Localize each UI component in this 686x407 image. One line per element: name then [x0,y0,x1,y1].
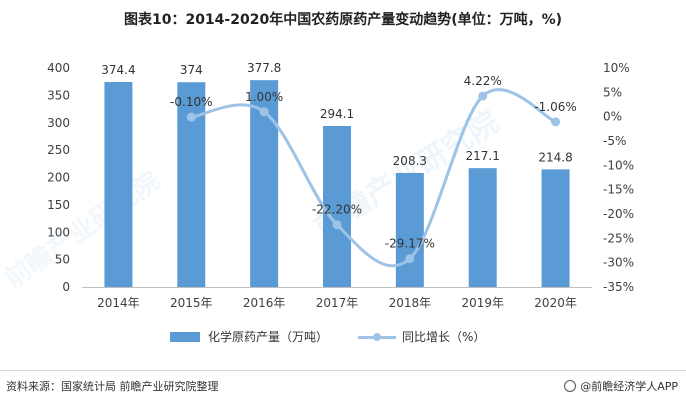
line-value-label: 1.00% [245,90,283,104]
line-value-label: -0.10% [170,95,212,109]
y-right-tick-label: -5% [603,134,626,148]
x-tick-label: 2018年 [389,296,432,310]
bar [468,168,497,287]
bar-value-label: 294.1 [320,107,354,121]
y-right-tick-label: 5% [603,85,622,99]
footer-divider [0,370,686,371]
line-point [332,220,342,230]
y-left-tick-label: 250 [47,143,70,157]
legend-item-line[interactable]: 同比增长（%） [358,328,485,345]
line-point [259,107,269,117]
x-tick-label: 2014年 [97,296,140,310]
x-tick-label: 2016年 [243,296,286,310]
bar [395,172,424,287]
combo-chart: 0 50 100 150 200 250 300 350 400 10% 5% 0% -5% -10% -1… [47,61,634,310]
y-left-tick-label: 50 [55,253,70,267]
bar [323,125,351,287]
legend: 化学原药产量（万吨） 同比增长（%） [0,328,686,348]
legend-bar-swatch [170,331,200,342]
bar-value-label: 217.1 [466,149,500,163]
bar-value-label: 208.3 [393,154,427,168]
x-tick-label: 2019年 [461,296,504,310]
line-point [405,254,415,264]
y-left-tick-label: 300 [47,116,70,130]
line-point [551,117,561,127]
y-right-tick-label: 10% [603,61,630,75]
line-value-label: -1.06% [534,100,576,114]
legend-line-swatch [358,331,396,343]
bar-value-label: 374.4 [101,63,135,77]
x-tick-label: 2020年 [534,296,577,310]
x-tick-label: 2015年 [170,296,213,310]
y-left-tick-label: 150 [47,198,70,212]
source-note: 资料来源：国家统计局 前瞻产业研究院整理 [6,380,219,393]
y-right-tick-label: -15% [603,183,634,197]
bar-value-label: 377.8 [247,61,281,75]
brand-credit: @前瞻经济学人APP [564,378,678,394]
y-right-tick-label: -35% [603,280,634,294]
bar [541,169,570,287]
y-left-tick-label: 0 [62,280,70,294]
y-right-tick-label: 0% [603,110,622,124]
y-right-tick-label: -25% [603,231,634,245]
x-tick-label: 2017年 [316,296,359,310]
chart-title: 图表10：2014-2020年中国农药原药产量变动趋势(单位：万吨，%) [123,12,563,28]
bar [104,82,133,288]
bar-value-label: 374 [180,63,203,77]
line-point [478,91,488,101]
brand-text: @前瞻经济学人APP [580,380,678,393]
brand-logo-icon [564,380,577,392]
legend-line-label: 同比增长（%） [402,330,486,344]
y-right-tick-label: -30% [603,256,634,270]
line-point [186,112,196,122]
y-right-tick-label: -10% [603,158,634,172]
y-left-tick-label: 200 [47,171,70,185]
y-right-tick-label: -20% [603,207,634,221]
legend-item-bar[interactable]: 化学原药产量（万吨） [170,328,328,345]
y-left-tick-label: 400 [47,61,70,75]
bar-value-label: 214.8 [538,150,572,164]
y-left-tick-label: 100 [47,225,70,239]
y-left-tick-label: 350 [47,88,70,102]
growth-line [189,88,558,268]
line-value-label: -29.17% [385,237,435,251]
line-value-label: 4.22% [464,74,502,88]
legend-bar-label: 化学原药产量（万吨） [208,330,329,344]
line-value-label: -22.20% [312,203,362,217]
